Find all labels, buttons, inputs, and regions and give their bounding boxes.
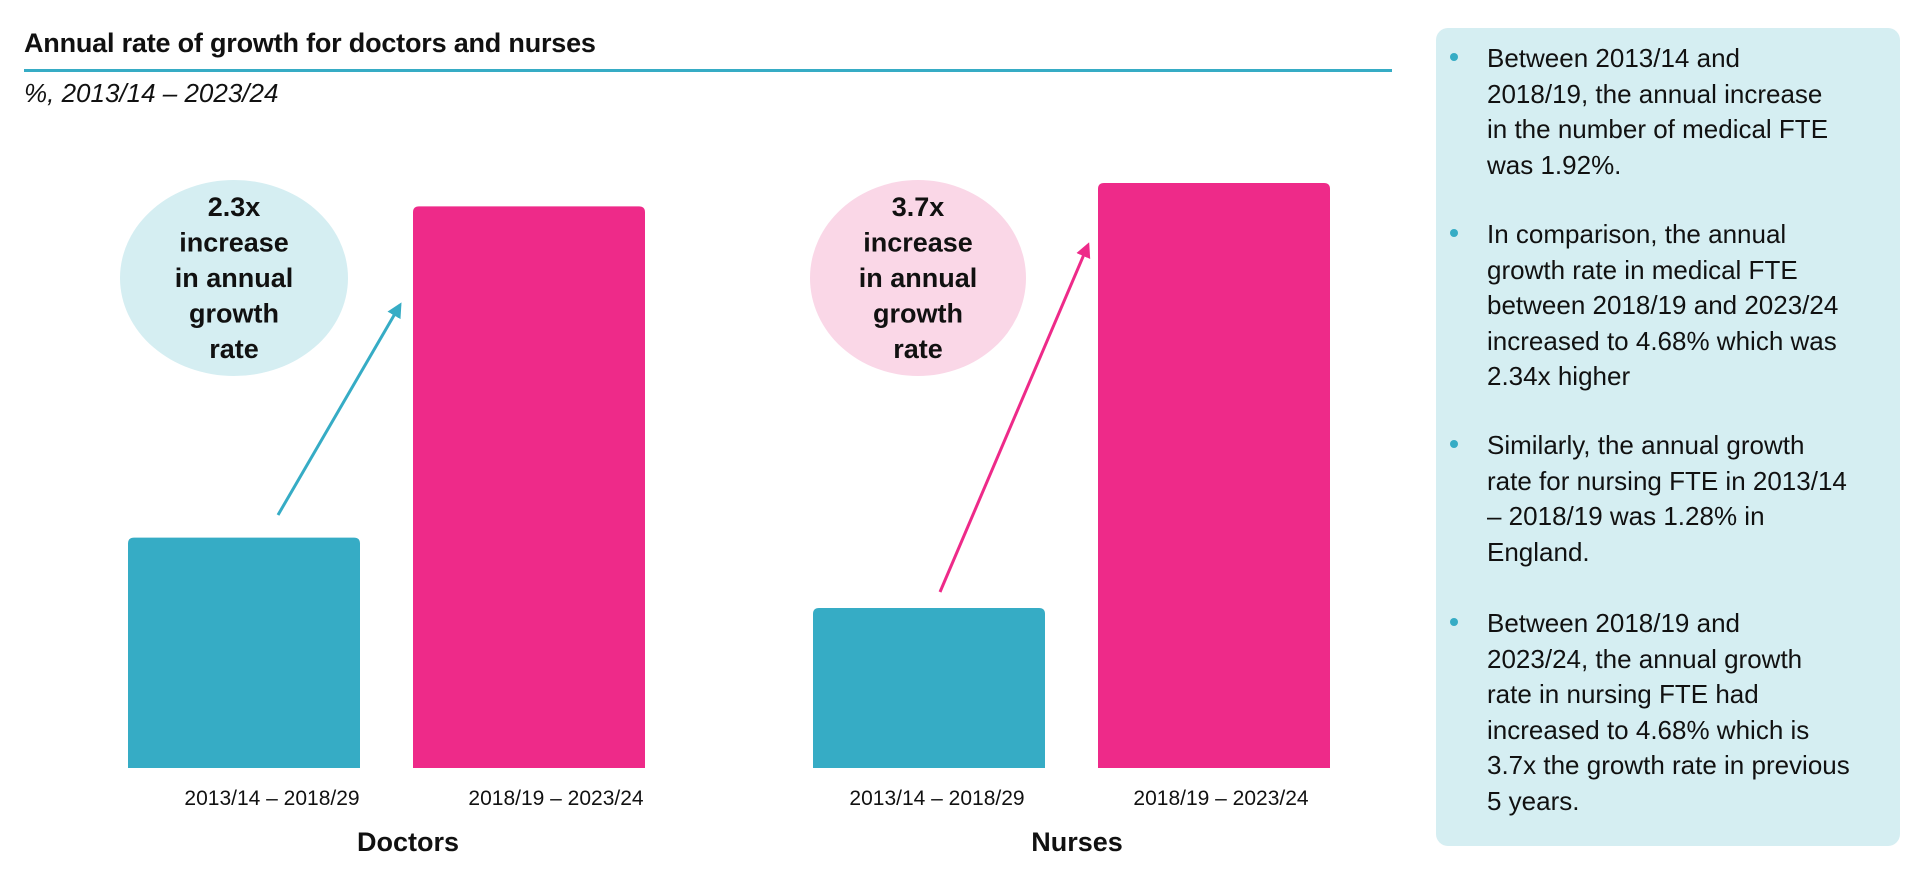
bullet-line: 2023/24, the annual growth	[1487, 643, 1803, 674]
bullet-line: England.	[1487, 536, 1590, 567]
title-divider	[24, 69, 1392, 72]
x-tick-label: 2018/19 – 2023/24	[468, 787, 643, 810]
commentary-bullet: In comparison, the annual growth rate in …	[1450, 217, 1887, 395]
bullet-line: Between 2013/14 and	[1487, 43, 1740, 73]
bullet-line: was 1.92%.	[1487, 149, 1622, 180]
bar-nurses-1	[1098, 183, 1330, 768]
annotation-text: in annual	[859, 263, 978, 293]
bar-doctors-0	[128, 537, 360, 768]
annotation-text: 3.7x	[892, 192, 945, 222]
x-tick-label: 2013/14 – 2018/29	[849, 787, 1024, 810]
bullet-line: increased to 4.68% which was	[1487, 325, 1837, 356]
annotation-text: in annual	[175, 263, 294, 293]
annotation-text: increase	[179, 228, 289, 258]
bullet-line: rate in nursing FTE had	[1487, 679, 1759, 709]
commentary-bullet: Similarly, the annual growth rate for nur…	[1450, 428, 1887, 570]
bullet-line: in the number of medical FTE	[1487, 114, 1829, 144]
bullet-line: increased to 4.68% which is	[1487, 714, 1810, 745]
commentary-bullet: Between 2018/19 and 2023/24, the annual g…	[1450, 606, 1887, 819]
annotation-text: rate	[209, 334, 259, 364]
bullet-line: 2018/19, the annual increase	[1487, 78, 1823, 109]
bar-doctors-1	[413, 206, 645, 768]
annotation-bubble-nurses	[810, 180, 1026, 376]
annotation-text: growth	[189, 299, 279, 329]
bullet-line: 5 years.	[1487, 785, 1580, 816]
bullet-line: growth rate in medical FTE	[1487, 254, 1798, 285]
group-label-doctors: Doctors	[357, 827, 459, 857]
bullet-dot-icon	[1450, 618, 1458, 626]
chart-area: 2013/14 – 2018/29 2018/19 – 2023/24 Doctor…	[120, 180, 1330, 857]
annotation-text: rate	[893, 334, 943, 364]
chart-title: Annual rate of growth for doctors and nu…	[24, 28, 596, 58]
bullet-dot-icon	[1450, 229, 1458, 237]
bullet-line: 2.34x higher	[1487, 361, 1631, 391]
bullet-dot-icon	[1450, 53, 1458, 61]
growth-arrow-doctors	[276, 302, 402, 516]
growth-arrow-nurses	[938, 242, 1091, 593]
bullet-dot-icon	[1450, 440, 1458, 448]
commentary-panel: Between 2013/14 and 2018/19, the annual i…	[1436, 28, 1900, 846]
bullet-line: rate for nursing FTE in 2013/14	[1487, 465, 1847, 496]
x-tick-label: 2018/19 – 2023/24	[1133, 787, 1308, 810]
chart-subtitle: %, 2013/14 – 2023/24	[24, 78, 279, 108]
annotation-text: increase	[863, 228, 973, 258]
commentary-bullet: Between 2013/14 and 2018/19, the annual i…	[1450, 41, 1887, 183]
annotation-text: growth	[873, 299, 963, 329]
bullet-line: between 2018/19 and 2023/24	[1487, 290, 1839, 320]
bar-nurses-0	[813, 608, 1045, 768]
bullet-line: Between 2018/19 and	[1487, 608, 1740, 638]
bullet-line: Similarly, the annual growth	[1487, 430, 1805, 460]
group-label-nurses: Nurses	[1031, 827, 1123, 857]
bullet-line: In comparison, the annual	[1487, 219, 1787, 249]
bullet-line: – 2018/19 was 1.28% in	[1487, 501, 1765, 531]
annotation-bubble-doctors	[120, 180, 348, 376]
x-tick-label: 2013/14 – 2018/29	[184, 787, 359, 810]
bullet-line: 3.7x the growth rate in previous	[1487, 750, 1850, 780]
annotation-text: 2.3x	[208, 192, 261, 222]
